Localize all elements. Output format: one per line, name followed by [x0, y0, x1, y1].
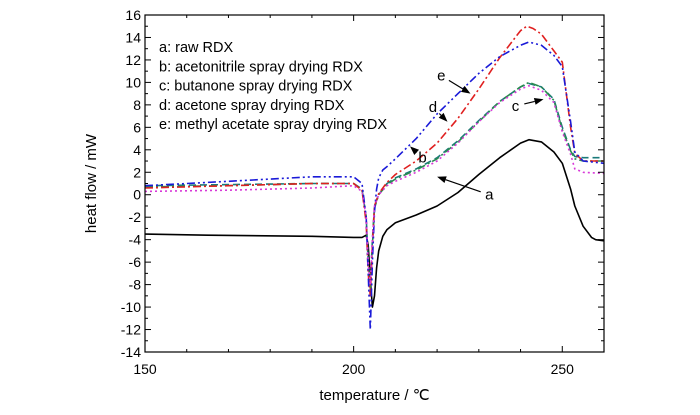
legend: a: raw RDX b: acetonitrile spray drying R… — [159, 40, 387, 133]
y-tick-label: 6 — [133, 119, 141, 135]
y-tick-label: 0 — [133, 187, 141, 203]
callout-arrow-c — [524, 100, 535, 105]
y-tick-label: -12 — [121, 322, 141, 338]
callout-arrowhead-a — [437, 176, 447, 183]
callout-arrowhead-b — [410, 146, 419, 155]
callout-label-c: c — [512, 98, 520, 115]
series-line-a — [144, 138, 605, 308]
legend-entry: a: raw RDX — [159, 40, 233, 56]
callouts-layer: a b c de — [410, 68, 544, 204]
y-tick-label: 12 — [125, 52, 141, 68]
callout-arrowhead-e — [461, 85, 471, 94]
x-tick-label: 150 — [133, 361, 157, 377]
legend-entry: c: butanone spray drying RDX — [159, 79, 353, 95]
legend-entry: d: acetone spray drying RDX — [159, 98, 345, 114]
x-axis-title: temperature / ℃ — [319, 387, 429, 404]
y-tick-label: 10 — [125, 74, 141, 90]
callout-arrow-e — [448, 79, 464, 90]
axes-layer: -14 -12 -10 -8 -6 -4 -2 0 2 4 6 8 10 12 14 16 150 200 250 t… — [83, 7, 605, 404]
series-line-e — [144, 41, 605, 331]
y-tick-label: 4 — [133, 142, 141, 158]
y-tick-label: 14 — [125, 29, 141, 45]
callout-label-a: a — [485, 187, 494, 204]
legend-entry: e: methyl acetate spray drying RDX — [159, 117, 387, 133]
callout-label-d: d — [429, 99, 437, 116]
y-tick-label: -6 — [129, 254, 142, 270]
series-line-b — [144, 82, 604, 286]
callout-arrowhead-c — [533, 98, 544, 105]
y-tick-label: 8 — [133, 97, 141, 113]
y-tick-label: 2 — [133, 164, 141, 180]
x-tick-label: 250 — [551, 361, 575, 377]
y-axis-title: heat flow / mW — [83, 133, 100, 233]
y-tick-label: 16 — [125, 7, 141, 23]
x-tick-label: 200 — [342, 361, 366, 377]
y-tick-label: -14 — [121, 344, 141, 360]
y-tick-label: -8 — [129, 277, 142, 293]
callout-label-b: b — [418, 150, 426, 167]
callout-arrow-d — [438, 113, 442, 116]
y-tick-label: -10 — [121, 299, 141, 315]
legend-entry: b: acetonitrile spray drying RDX — [159, 59, 363, 75]
curves-layer — [144, 25, 605, 331]
y-tick-label: -4 — [129, 232, 142, 248]
callout-arrow-a — [445, 179, 481, 193]
callout-arrowhead-d — [438, 112, 448, 122]
y-tick-label: -2 — [129, 209, 142, 225]
callout-label-e: e — [437, 68, 445, 85]
